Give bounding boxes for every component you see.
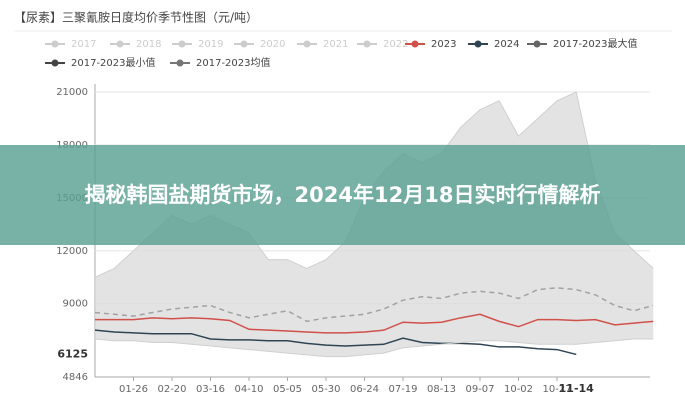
legend-marker	[51, 59, 59, 67]
legend-label: 2018	[136, 39, 161, 50]
x-tick-label: 10-02	[504, 384, 533, 395]
series-line	[94, 338, 654, 358]
legend-label: 2017-2023均值	[196, 56, 271, 69]
legend-label: 2017	[71, 39, 96, 50]
legend-marker	[240, 40, 248, 48]
pointer-x-label: 11-14	[559, 382, 595, 395]
legend-label: 2022	[383, 39, 408, 50]
legend-marker	[116, 40, 124, 48]
x-tick-label: 02-20	[157, 384, 186, 395]
x-tick-label: 10-27	[542, 384, 571, 395]
legend-marker	[51, 40, 59, 48]
legend-marker	[178, 40, 186, 48]
x-tick-label: 07-19	[388, 384, 417, 395]
series-line	[95, 313, 654, 334]
y-tick-label: 12000	[56, 246, 88, 257]
x-tick-label: 06-24	[350, 384, 379, 395]
legend-marker	[363, 40, 371, 48]
legend-label: 2021	[323, 39, 348, 50]
x-tick-label: 01-26	[119, 384, 148, 395]
y-tick-label: 9000	[63, 299, 88, 310]
legend-marker	[474, 40, 482, 48]
x-tick-label: 09-07	[465, 384, 494, 395]
legend-label: 2024	[494, 39, 519, 50]
legend-label: 2017-2023最大值	[553, 37, 638, 50]
series-line	[94, 329, 577, 356]
y-tick-label: 21000	[56, 87, 88, 98]
legend-label: 2020	[260, 39, 285, 50]
chart-title: 【尿素】三聚氰胺日度均价季节性图（元/吨）	[14, 10, 258, 25]
pointer-y-label: 6125	[57, 347, 88, 360]
legend-marker	[533, 40, 541, 48]
legend-marker	[411, 40, 419, 48]
x-tick-label: 05-05	[273, 384, 302, 395]
x-tick-label: 04-10	[234, 384, 263, 395]
x-tick-label: 03-16	[196, 384, 225, 395]
legend-label: 2017-2023最小值	[71, 56, 156, 69]
legend-label: 2023	[431, 39, 456, 50]
series-line	[94, 287, 654, 323]
legend-marker	[303, 40, 311, 48]
x-tick-label: 08-13	[427, 384, 456, 395]
y-tick-label: 4846	[63, 372, 88, 383]
legend-marker	[176, 59, 184, 67]
banner: 揭秘韩国盐期货市场，2024年12月18日实时行情解析	[0, 145, 685, 245]
x-tick-label: 05-30	[311, 384, 340, 395]
banner-text: 揭秘韩国盐期货市场，2024年12月18日实时行情解析	[84, 183, 601, 207]
legend-label: 2019	[198, 39, 223, 50]
